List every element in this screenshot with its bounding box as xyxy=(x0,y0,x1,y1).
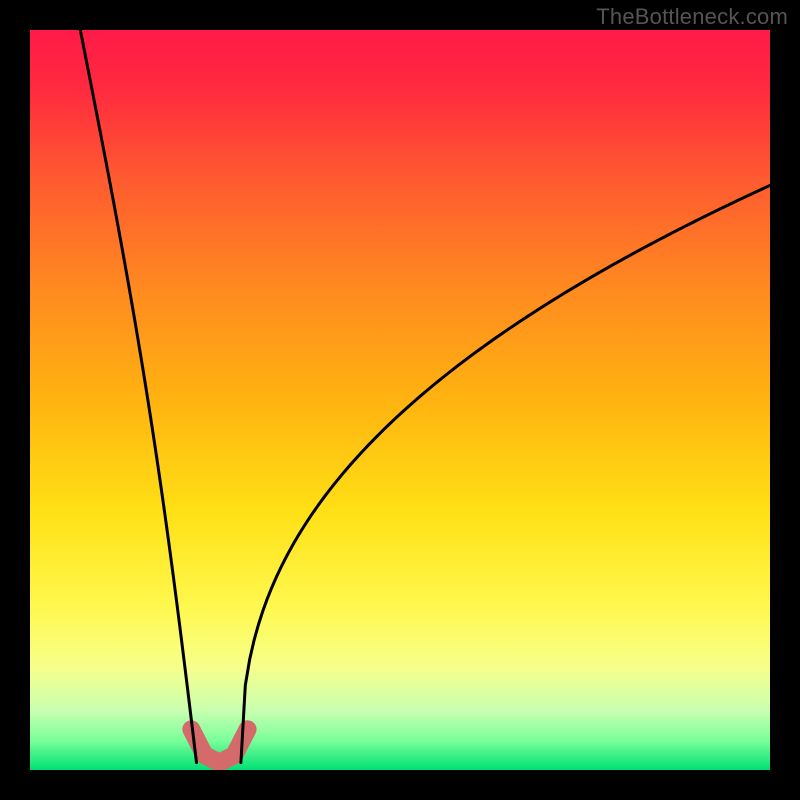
watermark-text: TheBottleneck.com xyxy=(596,4,788,30)
bottleneck-chart xyxy=(30,30,770,770)
chart-frame: TheBottleneck.com xyxy=(0,0,800,800)
